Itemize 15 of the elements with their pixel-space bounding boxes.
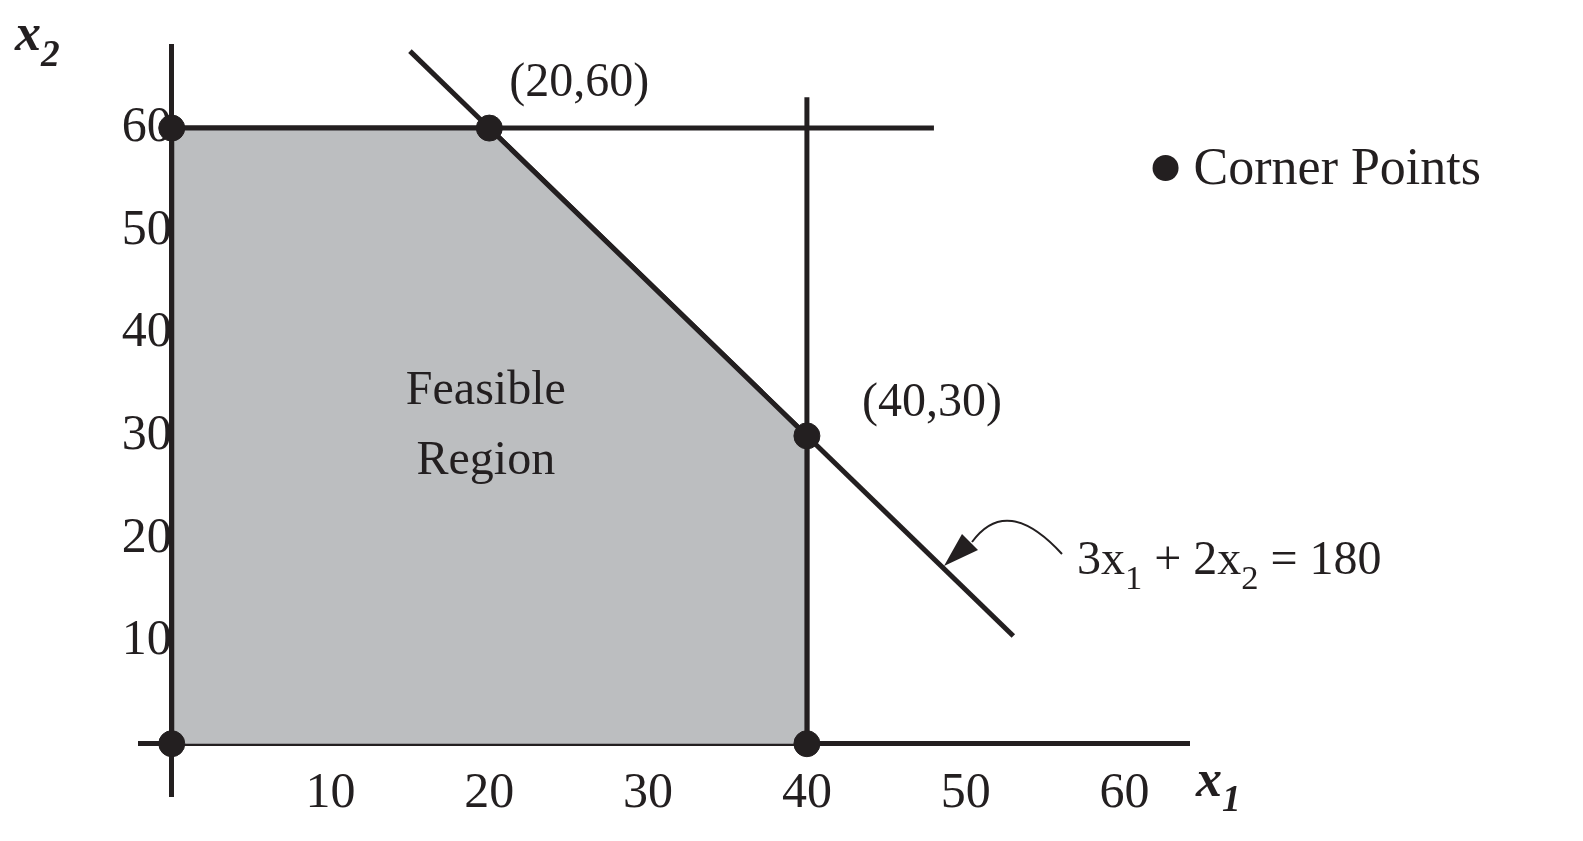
annotation: Feasible Region [405,360,566,484]
y-tick-label: 30 [121,404,172,461]
x-tick-label: 40 [781,761,832,818]
annotation: (40,30) [861,372,1002,427]
annotation: (20,60) [509,53,650,108]
y-tick-label: 10 [121,609,172,666]
x-tick-label: 20 [464,761,515,818]
x-tick-label: 10 [305,761,356,818]
y-tick-label: 20 [121,506,172,563]
y-tick-label: 50 [121,198,172,255]
x-tick-label: 50 [940,761,991,818]
y-tick-label: 40 [121,301,172,358]
x-tick-label: 60 [1099,761,1150,818]
legend-label: Corner Points [1193,137,1482,195]
x-tick-label: 30 [623,761,674,818]
